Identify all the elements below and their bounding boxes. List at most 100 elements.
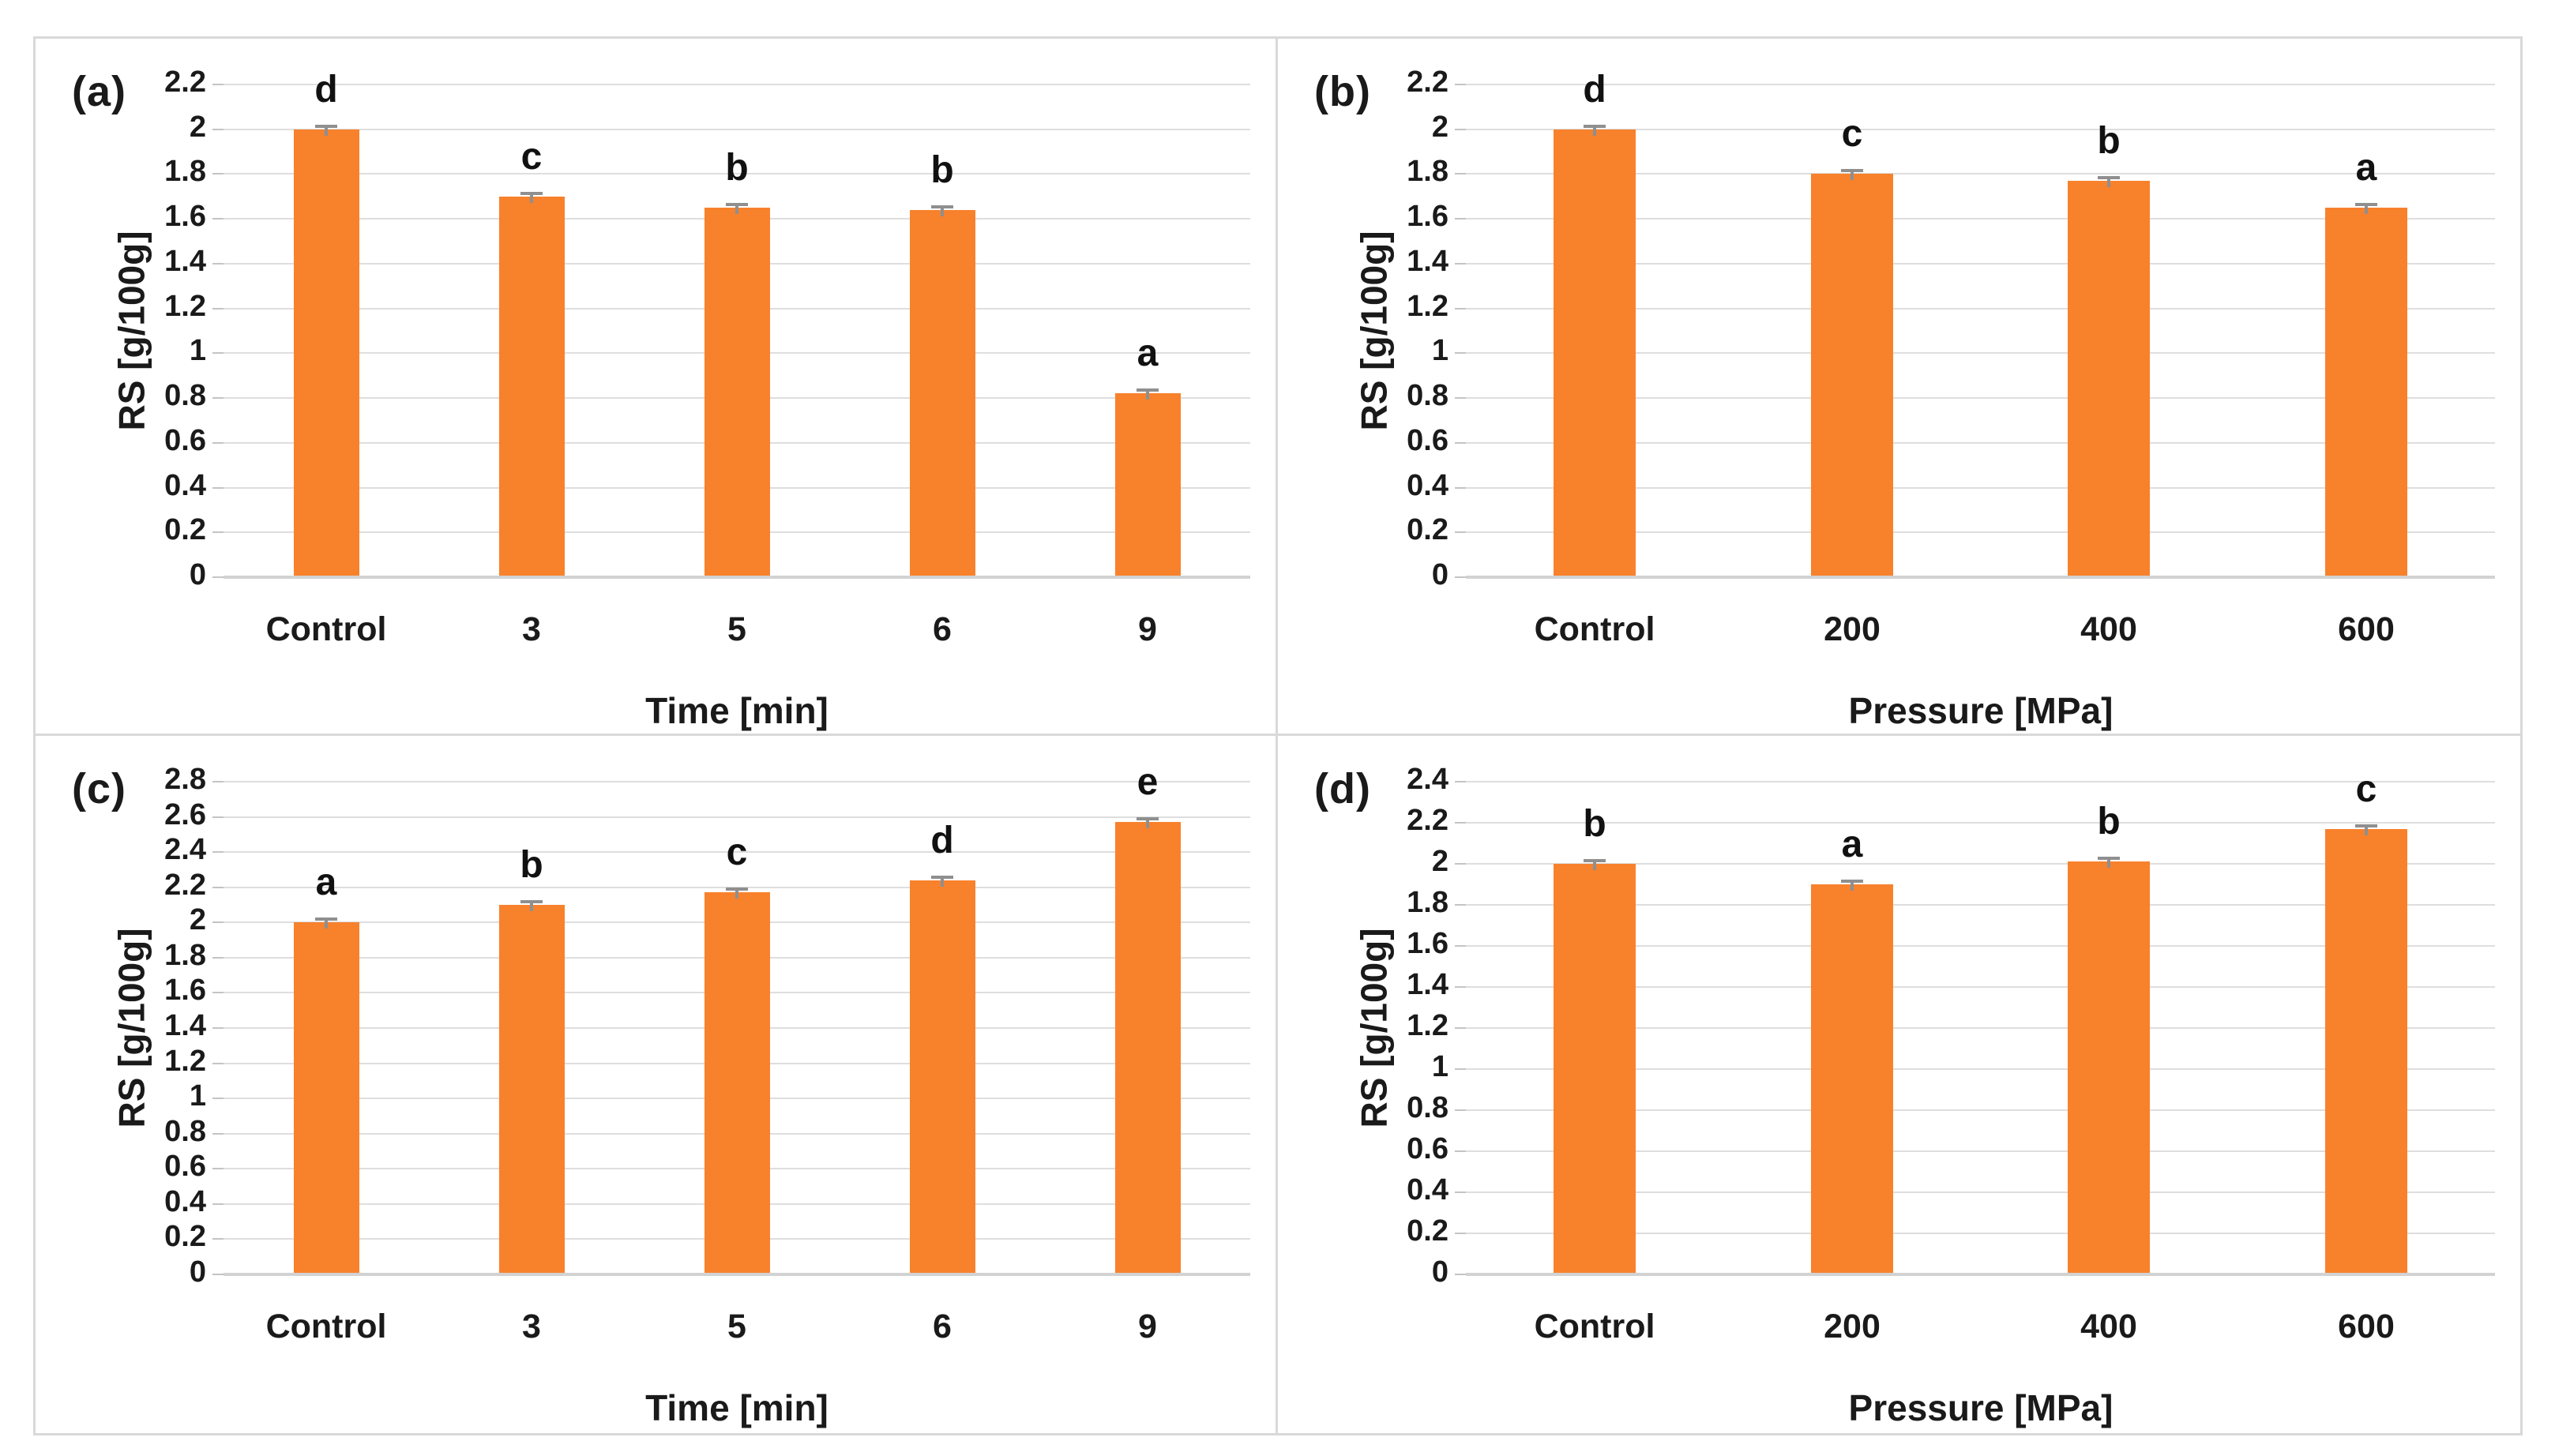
error-bar-stem bbox=[325, 918, 328, 929]
y-axis-tickmark bbox=[1455, 1109, 1466, 1111]
bar bbox=[1115, 822, 1181, 1273]
error-bar-stem bbox=[1593, 859, 1596, 870]
error-bar-stem bbox=[1146, 817, 1149, 828]
significance-letter: c bbox=[726, 831, 748, 873]
significance-letter: b bbox=[725, 147, 749, 189]
y-axis-tick-label: 1.2 bbox=[164, 1044, 206, 1078]
gridline bbox=[1466, 1191, 2495, 1193]
y-axis-tick-label: 1 bbox=[189, 1079, 206, 1113]
y-axis-tickmark bbox=[1455, 1191, 1466, 1193]
quadrant-a: (a) RS [g/100g] 0 0.2 0.4 0.6 0.8 1 1.2 1.4 1.6 1.8… bbox=[36, 39, 1278, 736]
y-axis-tick-label: 2.2 bbox=[164, 66, 206, 99]
y-axis-tick-label: 1.8 bbox=[1407, 155, 1448, 189]
x-axis-category-label: 400 bbox=[2080, 1308, 2137, 1345]
x-axis-category-label: 6 bbox=[933, 1308, 952, 1345]
y-axis-tick-label: 1.8 bbox=[164, 938, 206, 972]
gridline bbox=[1466, 945, 2495, 947]
y-axis-tickmark bbox=[1455, 1274, 1466, 1275]
y-axis-tick-label: 1 bbox=[1431, 334, 1448, 368]
y-axis-tickmark bbox=[212, 1168, 224, 1170]
significance-letter: c bbox=[520, 136, 543, 178]
bar bbox=[294, 922, 359, 1273]
y-axis-tickmark bbox=[1455, 531, 1466, 534]
gridline bbox=[1466, 352, 2495, 355]
x-axis-category-label: 600 bbox=[2338, 1308, 2395, 1345]
bar bbox=[2068, 861, 2150, 1273]
y-axis-tickmark bbox=[212, 397, 224, 400]
significance-letter: a bbox=[2355, 147, 2377, 189]
y-axis-tick-label: 0.8 bbox=[1407, 379, 1448, 413]
y-axis-tickmark bbox=[212, 84, 224, 85]
gridline bbox=[1466, 822, 2495, 824]
error-bar-stem bbox=[530, 900, 533, 911]
y-axis-tick-label: 0.2 bbox=[164, 513, 206, 547]
x-axis-title: Pressure [MPa] bbox=[1848, 1387, 2114, 1428]
gridline bbox=[1466, 986, 2495, 988]
y-axis-tick-label: 1.6 bbox=[164, 200, 206, 234]
y-axis-tickmark bbox=[1455, 352, 1466, 355]
significance-letter: a bbox=[1841, 824, 1863, 865]
y-axis-tickmark bbox=[212, 1098, 224, 1100]
x-axis-category-label: 5 bbox=[727, 1308, 746, 1345]
y-axis-tick-label: 0.8 bbox=[1407, 1091, 1448, 1124]
y-axis-tick-label: 0.6 bbox=[1407, 1132, 1448, 1165]
bar bbox=[294, 129, 359, 576]
y-axis-tickmark bbox=[1455, 397, 1466, 400]
y-axis-tickmark bbox=[212, 1132, 224, 1135]
bar bbox=[2325, 829, 2407, 1273]
x-axis-category-label: 200 bbox=[1824, 1308, 1881, 1345]
y-axis-tickmark bbox=[212, 1238, 224, 1240]
gridline bbox=[1466, 486, 2495, 489]
y-axis-tick-label: 2.2 bbox=[1407, 66, 1448, 99]
error-bar-stem bbox=[1146, 388, 1149, 400]
gridline bbox=[224, 128, 1250, 130]
y-axis-tickmark bbox=[212, 352, 224, 355]
x-axis-category-label: Control bbox=[1534, 610, 1655, 648]
gridline bbox=[1466, 781, 2495, 782]
gridline bbox=[224, 781, 1250, 782]
y-axis-tickmark bbox=[1455, 781, 1466, 782]
panel-a-time-chart: (a) RS [g/100g] 0 0.2 0.4 0.6 0.8 1 1.2 1.4 1.6 1.8… bbox=[36, 39, 1276, 734]
y-axis-tickmark bbox=[1455, 1068, 1466, 1070]
y-axis-tick-label: 1 bbox=[1431, 1050, 1448, 1083]
y-axis-tickmark bbox=[212, 1027, 224, 1029]
y-axis-tick-label: 0.6 bbox=[164, 423, 206, 457]
x-axis-category-label: 3 bbox=[522, 1308, 541, 1345]
y-axis-tickmark bbox=[212, 816, 224, 818]
y-axis-tickmark bbox=[212, 486, 224, 489]
x-axis-category-label: 3 bbox=[522, 610, 541, 648]
bar bbox=[1811, 884, 1893, 1273]
gridline bbox=[224, 816, 1250, 818]
gridline bbox=[1466, 218, 2495, 220]
error-bar-stem bbox=[1850, 169, 1854, 180]
gridline bbox=[224, 851, 1250, 854]
y-axis-tickmark bbox=[212, 173, 224, 175]
error-bar-stem bbox=[325, 125, 328, 136]
significance-letter: b bbox=[930, 149, 954, 191]
y-axis-tickmark bbox=[1455, 822, 1466, 824]
bar bbox=[2068, 181, 2150, 576]
y-axis-tickmark bbox=[212, 1062, 224, 1064]
y-axis-tick-label: 2 bbox=[1431, 110, 1448, 144]
bar bbox=[705, 892, 770, 1273]
gridline bbox=[1466, 173, 2495, 175]
y-axis-tick-label: 1.4 bbox=[164, 244, 206, 278]
y-axis-tick-label: 1.4 bbox=[1407, 244, 1448, 278]
significance-letter: b bbox=[1583, 803, 1606, 845]
y-axis-tickmark bbox=[1455, 307, 1466, 310]
gridline bbox=[224, 1273, 1250, 1276]
gridline bbox=[1466, 307, 2495, 310]
gridline bbox=[1466, 1068, 2495, 1070]
significance-letter: b bbox=[520, 844, 543, 886]
quadrant-b: (b) RS [g/100g] 0 0.2 0.4 0.6 0.8 1 1.2 1.4 1.6 1.8… bbox=[1278, 39, 2520, 736]
quadrant-c: (c) RS [g/100g] 0 0.2 0.4 0.6 0.8 1 1.2 1.4 1.6 1.8… bbox=[36, 736, 1278, 1433]
x-axis-title: Pressure [MPa] bbox=[1848, 690, 2114, 731]
x-axis-category-label: 5 bbox=[727, 610, 746, 648]
significance-letter: b bbox=[2097, 801, 2121, 842]
y-axis-tickmark bbox=[212, 307, 224, 310]
error-bar-stem bbox=[530, 192, 533, 203]
gridline bbox=[1466, 84, 2495, 85]
x-axis-category-label: Control bbox=[265, 610, 387, 648]
gridline bbox=[1466, 1027, 2495, 1029]
y-axis-tick-label: 2.2 bbox=[164, 868, 206, 902]
